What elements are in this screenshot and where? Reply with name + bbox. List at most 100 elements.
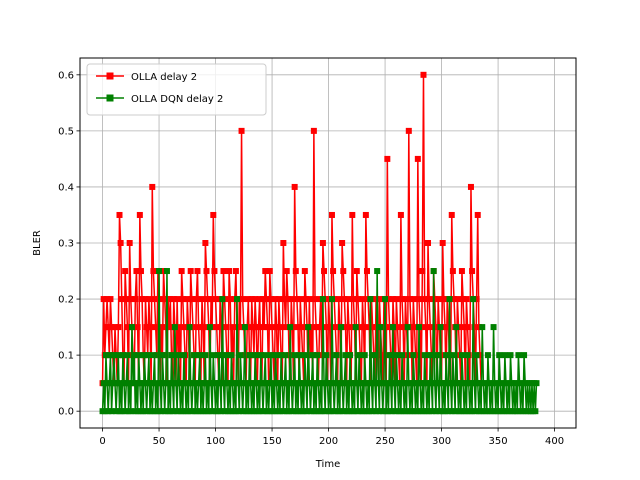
data-point-olla-dqn <box>171 324 178 331</box>
data-point-olla-dqn <box>271 408 278 415</box>
data-point-olla <box>108 324 115 331</box>
data-point-olla-dqn <box>312 380 318 387</box>
data-point-olla-dqn <box>397 408 404 415</box>
data-point-olla-dqn <box>384 380 391 387</box>
data-point-olla-dqn <box>500 408 507 415</box>
data-point-olla-dqn <box>391 380 398 387</box>
data-point-olla <box>385 296 392 303</box>
data-point-olla-dqn <box>257 352 264 359</box>
data-point-olla-dqn <box>226 380 233 387</box>
data-point-olla-dqn <box>419 380 426 387</box>
data-point-olla <box>366 324 373 331</box>
data-point-olla <box>326 324 333 331</box>
data-point-olla-dqn <box>140 408 147 415</box>
data-point-olla <box>353 268 360 275</box>
data-point-olla-dqn <box>236 408 243 415</box>
data-point-olla-dqn <box>318 408 325 415</box>
data-point-olla-dqn <box>252 352 259 359</box>
data-point-olla-dqn <box>262 352 269 359</box>
data-point-olla <box>477 352 483 359</box>
data-point-olla <box>415 296 422 303</box>
data-point-olla <box>158 324 165 331</box>
data-point-olla-dqn <box>101 408 108 415</box>
data-point-olla-dqn <box>163 268 170 275</box>
data-point-olla-dqn <box>301 352 308 359</box>
data-point-olla-dqn <box>272 352 279 359</box>
plot-area <box>99 71 540 415</box>
data-point-olla-dqn <box>215 352 222 359</box>
series-line-olla <box>101 74 482 384</box>
data-point-olla-dqn <box>139 380 146 387</box>
data-point-olla-dqn <box>118 408 125 415</box>
data-point-olla-dqn <box>276 408 283 415</box>
data-point-olla-dqn <box>261 380 268 387</box>
data-point-olla-dqn <box>353 380 360 387</box>
data-point-olla-dqn <box>458 352 465 359</box>
data-point-olla <box>344 296 351 303</box>
x-tick-label: 150 <box>263 436 282 447</box>
x-tick-label: 250 <box>376 436 395 447</box>
data-point-olla-dqn <box>356 352 363 359</box>
data-point-olla <box>137 268 144 275</box>
data-point-olla-dqn <box>289 408 296 415</box>
data-point-olla-dqn <box>490 324 497 331</box>
data-point-olla-dqn <box>437 324 444 331</box>
data-point-olla <box>422 324 429 331</box>
y-tick-label: 0.3 <box>58 239 74 250</box>
data-point-olla <box>308 324 315 331</box>
data-point-olla <box>419 268 426 275</box>
data-point-olla-dqn <box>249 380 256 387</box>
x-tick-label: 50 <box>153 436 166 447</box>
data-point-olla <box>212 296 219 303</box>
data-point-olla <box>341 296 348 303</box>
data-point-olla <box>261 324 268 331</box>
data-point-olla-dqn <box>472 408 479 415</box>
data-point-olla <box>473 296 480 303</box>
data-point-olla-dqn <box>304 408 311 415</box>
data-point-olla <box>198 296 205 303</box>
data-point-olla-dqn <box>168 352 175 359</box>
data-point-olla-dqn <box>514 408 521 415</box>
data-point-olla-dqn <box>478 408 485 415</box>
data-point-olla <box>143 324 150 331</box>
data-point-olla <box>100 296 107 303</box>
data-point-olla-dqn <box>219 296 226 303</box>
data-point-olla <box>321 268 328 275</box>
data-point-olla <box>363 268 370 275</box>
data-point-olla-dqn <box>240 380 247 387</box>
data-point-olla-dqn <box>449 352 456 359</box>
data-point-olla-dqn <box>131 352 138 359</box>
data-point-olla <box>463 296 470 303</box>
data-point-olla <box>406 296 413 303</box>
data-point-olla-dqn <box>428 380 435 387</box>
y-tick-label: 0.5 <box>58 126 74 137</box>
data-point-olla-dqn <box>482 380 489 387</box>
data-point-olla <box>210 211 217 218</box>
data-point-olla <box>399 296 406 303</box>
data-point-olla <box>116 211 123 218</box>
data-point-olla <box>467 183 474 190</box>
data-point-olla-dqn <box>399 352 406 359</box>
data-point-olla-dqn <box>186 324 193 331</box>
data-point-olla-dqn <box>204 380 211 387</box>
data-point-olla <box>282 324 289 331</box>
data-point-olla-dqn <box>275 380 282 387</box>
data-point-olla-dqn <box>244 380 251 387</box>
data-point-olla-dqn <box>326 380 333 387</box>
data-point-olla <box>194 268 201 275</box>
data-point-olla-dqn <box>135 352 142 359</box>
data-point-olla-dqn <box>338 324 344 331</box>
data-point-olla <box>441 324 448 331</box>
data-point-olla-dqn <box>196 352 203 359</box>
data-point-olla-dqn <box>105 408 112 415</box>
y-tick-label: 0.0 <box>58 407 74 418</box>
data-point-olla-dqn <box>477 380 483 387</box>
data-point-olla-dqn <box>467 380 474 387</box>
data-point-olla <box>222 324 229 331</box>
data-point-olla-dqn <box>184 380 191 387</box>
data-point-olla <box>248 296 255 303</box>
data-point-olla-dqn <box>300 408 307 415</box>
data-point-olla-dqn <box>402 380 409 387</box>
data-point-olla <box>458 268 465 275</box>
x-tick-label: 350 <box>489 436 508 447</box>
